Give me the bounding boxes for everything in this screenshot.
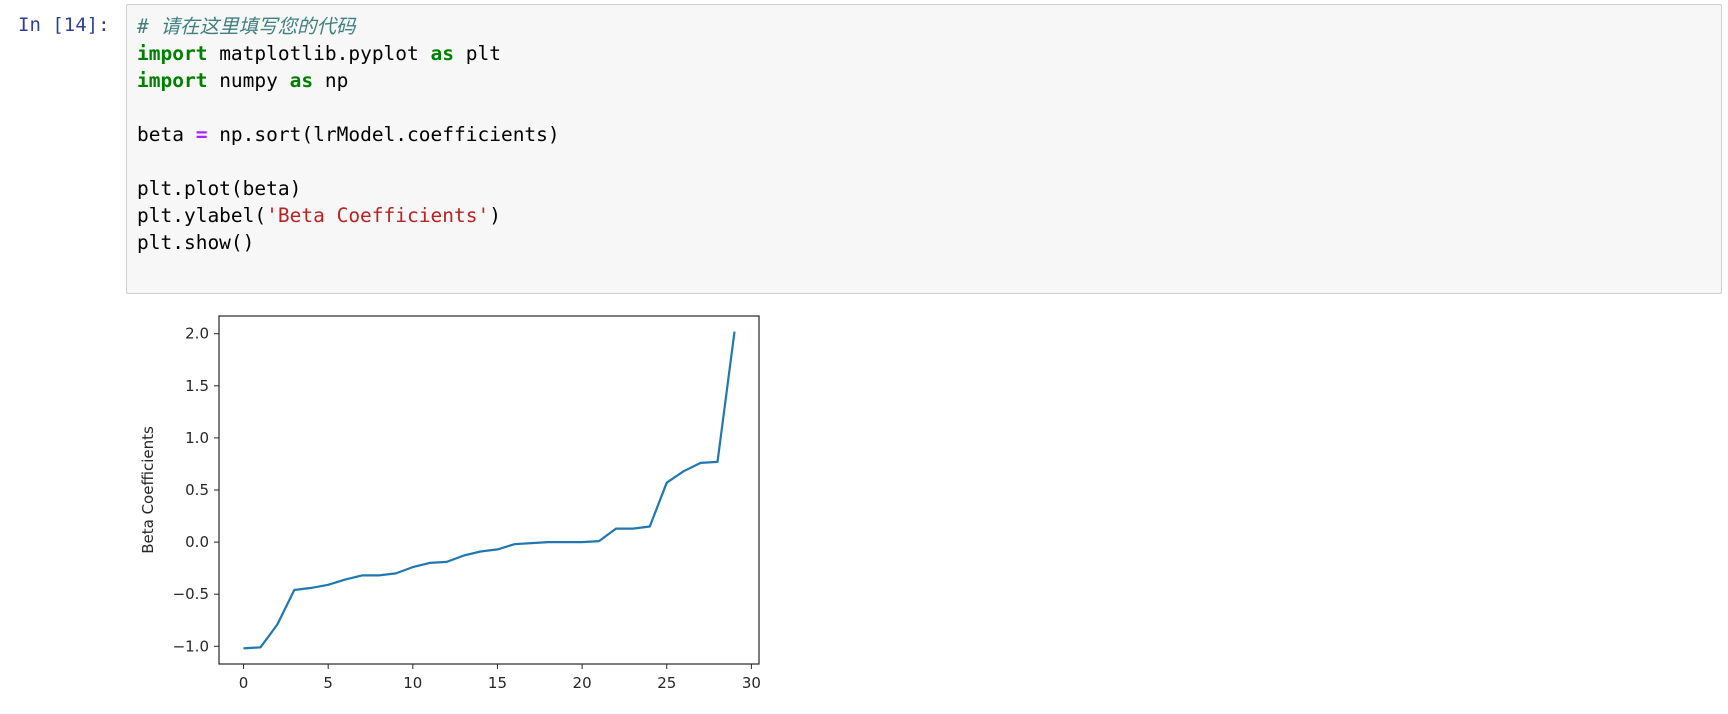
code-token: plt.show() [137,231,255,254]
code-token: = [195,123,208,146]
y-tick-label: 0.5 [185,481,209,499]
code-line [137,148,560,175]
line-chart: 0 5 10 15 20 25 30 −1.0 −0.5 0.0 0.5 1.0 1.5 2.0 Bet… [139,315,761,692]
code-token: ) [489,204,501,227]
code-line: # 请在这里填写您的代码 [137,13,560,40]
x-tick-label: 25 [657,674,676,692]
code-token: numpy [207,69,290,92]
x-tick-label: 5 [323,674,333,692]
code-line: import matplotlib.pyplot as plt [137,40,560,67]
y-tick-label: 2.0 [185,325,209,343]
code-token: np.sort(lrModel.coefficients) [207,123,560,146]
code-token: plt.ylabel( [137,204,267,227]
y-tick-label: −0.5 [173,585,209,603]
y-axis-label: Beta Coefficients [139,426,157,554]
code-token: 'Beta Coefficients' [266,204,490,227]
code-token: import [137,42,208,65]
code-line: plt.show() [137,229,560,256]
code-line: beta = np.sort(lrModel.coefficients) [137,121,560,148]
y-tick-label: 1.5 [185,377,209,395]
code-line [137,94,560,121]
code-line: plt.plot(beta) [137,175,560,202]
code-token: import [137,69,208,92]
code-token: beta [137,123,196,146]
plot-frame [218,315,760,665]
x-tick-label: 20 [573,674,592,692]
x-tick-label: 15 [488,674,507,692]
code-token: as [430,42,454,65]
x-tick-label: 0 [239,674,249,692]
code-token: as [289,69,314,92]
code-token: plt [454,42,501,65]
x-tick-label: 10 [403,674,422,692]
cell-prompt: In [14]: [18,14,110,36]
y-tick-label: 0.0 [185,533,209,551]
code-line: import numpy as np [137,67,560,94]
y-tick-label: 1.0 [185,429,209,447]
code-editor[interactable]: # 请在这里填写您的代码 import matplotlib.pyplot as … [137,13,560,256]
x-tick-label: 30 [742,674,761,692]
code-line: plt.ylabel('Beta Coefficients') [137,202,560,229]
code-input-area[interactable]: # 请在这里填写您的代码 import matplotlib.pyplot as … [126,4,1722,294]
code-token: matplotlib.pyplot [207,42,431,65]
code-token: plt.plot(beta) [137,177,302,200]
code-token: # 请在这里填写您的代码 [137,15,356,38]
series-line [243,331,736,650]
cell-output: 0 5 10 15 20 25 30 −1.0 −0.5 0.0 0.5 1.0 1.5 2.0 Bet… [126,306,786,706]
code-token: np [313,69,349,92]
y-tick-label: −1.0 [173,637,209,655]
